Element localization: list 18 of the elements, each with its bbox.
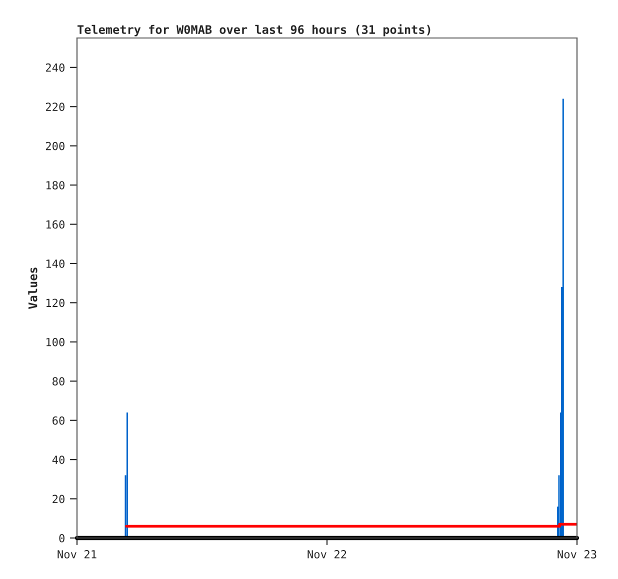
y-tick-label: 80 — [52, 377, 64, 386]
chart-title: Telemetry for W0MAB over last 96 hours (31 points) — [78, 24, 430, 36]
y-tick-label: 240 — [46, 63, 64, 72]
y-axis-title: Values — [28, 268, 38, 309]
x-tick-label: Nov 22 — [308, 550, 346, 558]
x-tick-label: Nov 23 — [558, 550, 596, 558]
y-tick-label: 120 — [46, 298, 64, 308]
y-tick-label: 140 — [46, 259, 64, 268]
y-tick-label: 200 — [46, 142, 64, 150]
y-tick-label: 180 — [46, 181, 64, 190]
y-tick-label: 40 — [52, 456, 64, 464]
y-tick-label: 0 — [59, 534, 64, 542]
y-tick-label: 60 — [52, 416, 64, 425]
y-tick-label: 20 — [52, 494, 64, 504]
y-tick-label: 220 — [46, 102, 64, 112]
y-tick-label: 160 — [46, 220, 64, 229]
x-tick-label: Nov 21 — [58, 550, 96, 558]
y-tick-label: 100 — [46, 338, 64, 346]
